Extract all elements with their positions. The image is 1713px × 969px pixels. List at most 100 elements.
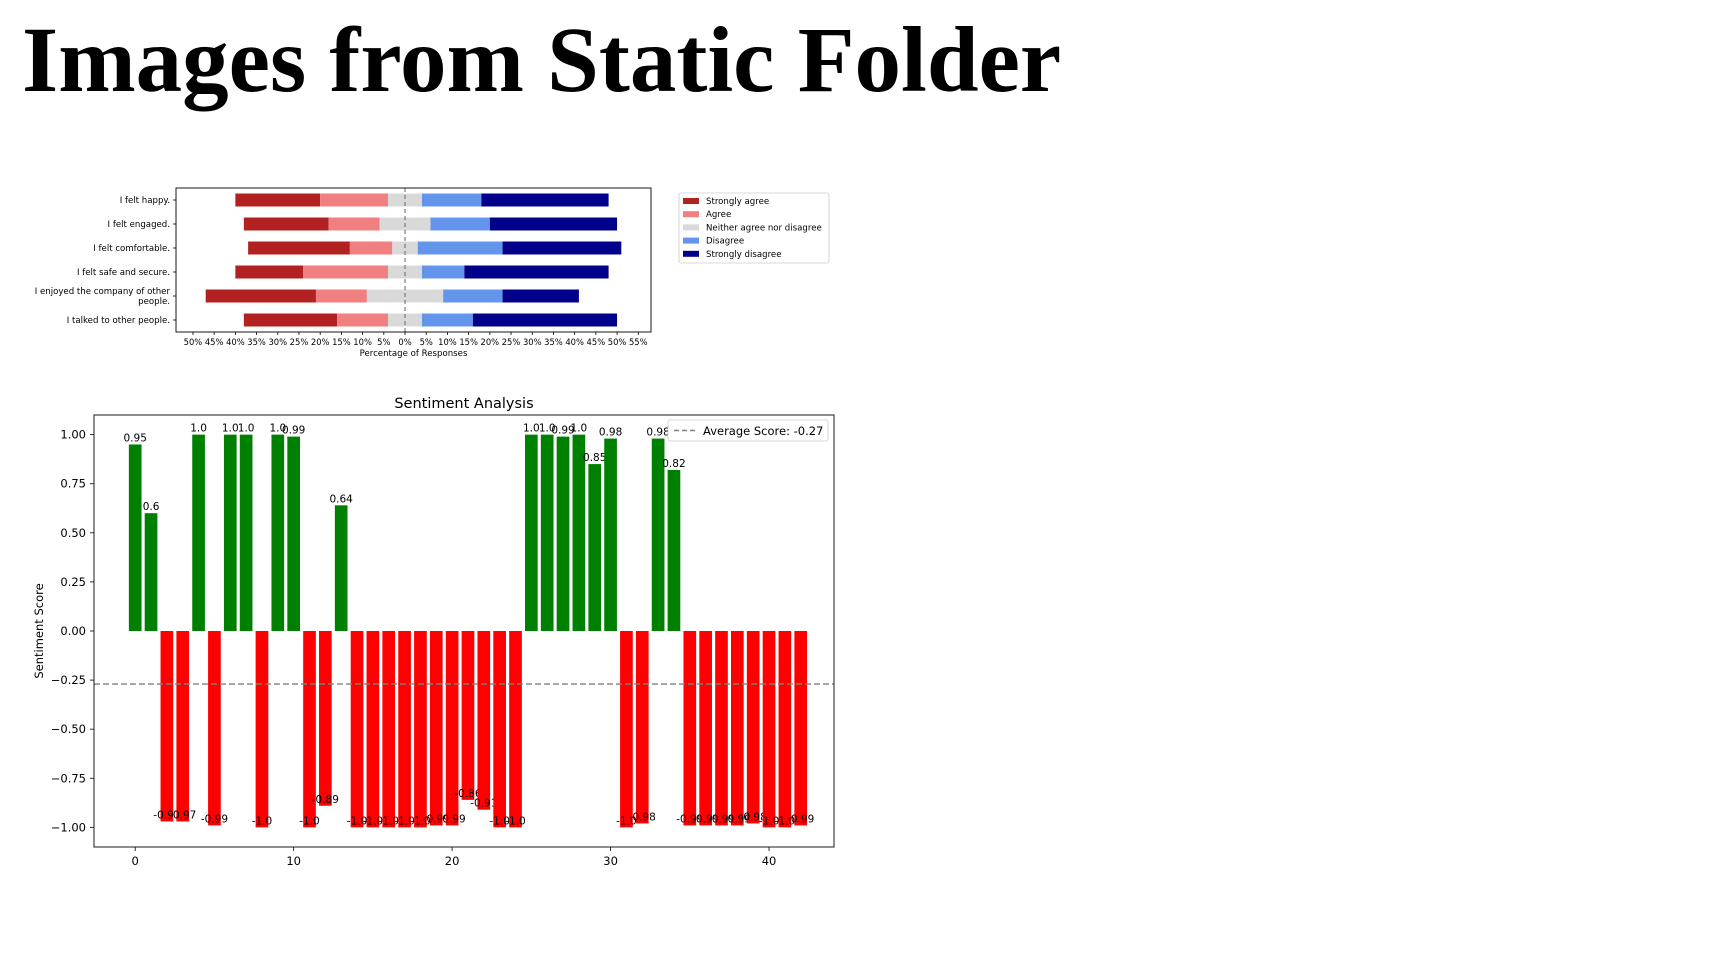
bar-value-label: 0.98 <box>599 427 622 439</box>
bar-value-label: 0.85 <box>583 452 606 464</box>
sentiment-bar <box>128 444 142 631</box>
likert-bar-segment <box>243 313 338 327</box>
bar-value-label: 0.95 <box>124 432 147 444</box>
likert-bar-segment <box>303 265 389 279</box>
bar-value-label: 1.0 <box>269 423 286 435</box>
legend-label: Strongly disagree <box>706 250 782 260</box>
x-tick-label: 25% <box>290 337 309 347</box>
sentiment-bar <box>493 631 506 828</box>
bar-value-label: -0.89 <box>312 794 339 806</box>
sentiment-bar <box>334 505 348 631</box>
x-axis-label: Percentage of Responses <box>360 349 468 359</box>
bar-value-label: -1.0 <box>299 815 320 827</box>
bar-value-label: 1.0 <box>523 423 540 435</box>
y-axis-label: Sentiment Score <box>32 583 46 678</box>
likert-bar-segment <box>315 289 367 303</box>
legend-swatch <box>683 198 699 204</box>
sentiment-bar <box>509 631 522 828</box>
bar-value-label: -0.97 <box>153 809 180 821</box>
bar-value-label: -1.0 <box>505 815 526 827</box>
bar-value-label: 1.0 <box>222 423 239 435</box>
category-label: I felt safe and secure. <box>77 268 170 278</box>
legend-box <box>678 192 830 264</box>
bar-value-label: -0.98 <box>629 811 656 823</box>
sentiment-bar <box>144 513 158 631</box>
sentiment-bar <box>604 438 617 631</box>
y-tick-label: 0.00 <box>60 624 86 638</box>
sentiment-bar <box>350 631 364 828</box>
x-tick-label: 55% <box>629 337 648 347</box>
likert-bar-segment <box>472 313 618 327</box>
sentiment-bar <box>303 631 316 828</box>
bar-value-label: 1.0 <box>571 423 588 435</box>
bar-value-label: -0.99 <box>676 813 703 825</box>
likert-bar-segment <box>421 193 482 207</box>
bar-value-label: -1.0 <box>410 815 431 827</box>
x-tick-label: 45% <box>205 337 224 347</box>
sentiment-bar <box>429 631 443 826</box>
x-tick-label: 40 <box>762 854 777 868</box>
likert-bar-segment <box>248 241 350 255</box>
sentiment-bar <box>319 631 332 806</box>
likert-bar-segment <box>489 217 618 231</box>
likert-bar-segment <box>328 217 380 231</box>
bar-value-label: -0.99 <box>724 813 751 825</box>
sentiment-analysis-chart: Sentiment Analysis 0.95 0.6 -0.97-0.97 1.0 -0… <box>32 396 835 868</box>
bar-value-label: -0.99 <box>439 813 466 825</box>
sentiment-bar <box>208 631 221 826</box>
sentiment-bar <box>366 631 380 828</box>
sentiment-bar <box>255 631 269 828</box>
y-tick-label: −0.50 <box>51 722 86 736</box>
likert-bar-segment <box>464 265 609 279</box>
sentiment-bar <box>667 469 681 631</box>
legend-swatch <box>683 250 699 257</box>
x-tick-label: 20% <box>311 337 330 347</box>
y-tick-label: 0.25 <box>60 575 86 589</box>
x-tick-label: 30 <box>603 854 618 868</box>
bar-value-label: 1.0 <box>539 423 556 435</box>
sentiment-bar <box>192 434 205 631</box>
likert-bar-segment <box>349 241 393 255</box>
bar-value-label: -1.0 <box>775 815 796 827</box>
likert-bar-segment <box>502 241 622 255</box>
sentiment-bar <box>223 434 237 631</box>
bar-value-label: -0.99 <box>787 813 814 825</box>
bar-value-label: -0.97 <box>169 809 196 821</box>
sentiment-bar <box>778 631 792 828</box>
likert-bar-segment <box>421 265 465 279</box>
y-tick-label: 0.75 <box>60 477 86 491</box>
bar-value-label: -1.0 <box>378 815 399 827</box>
sentiment-bar <box>762 631 776 828</box>
category-label: I felt comfortable. <box>93 244 170 254</box>
sentiment-bar <box>461 631 475 800</box>
bar-value-label: -0.98 <box>740 811 767 823</box>
bar-value-label: 0.99 <box>282 425 305 437</box>
x-tick-label: 50% <box>184 337 203 347</box>
sentiment-bar <box>651 438 665 631</box>
bar-value-label: 1.0 <box>238 423 255 435</box>
sentiment-bar <box>477 631 491 810</box>
sentiment-bar <box>176 631 190 822</box>
bar-value-label: -1.0 <box>394 815 415 827</box>
bar-value-label: -1.0 <box>252 815 273 827</box>
legend-swatch <box>683 237 699 244</box>
sentiment-bar <box>540 434 554 631</box>
bar-value-label: -0.99 <box>201 813 228 825</box>
likert-bar-segment <box>235 265 304 279</box>
sentiment-bar <box>525 434 538 631</box>
likert-bar-segment <box>417 241 503 255</box>
bar-value-label: -0.99 <box>692 813 719 825</box>
legend-label: Agree <box>706 210 731 220</box>
bar-value-label: -0.99 <box>708 813 735 825</box>
bar-value-label: 0.82 <box>662 458 685 470</box>
likert-bar-segment <box>502 289 579 303</box>
legend-swatch <box>683 211 699 218</box>
sentiment-bar <box>160 631 174 822</box>
category-label: I talked to other people. <box>67 316 170 326</box>
bar-value-label: -1.0 <box>347 815 368 827</box>
sentiment-bar <box>287 436 300 631</box>
likert-bar-segment <box>481 193 609 207</box>
x-tick-label: 20 <box>445 854 460 868</box>
bar-value-label: 1.0 <box>190 423 207 435</box>
x-tick-label: 35% <box>247 337 266 347</box>
